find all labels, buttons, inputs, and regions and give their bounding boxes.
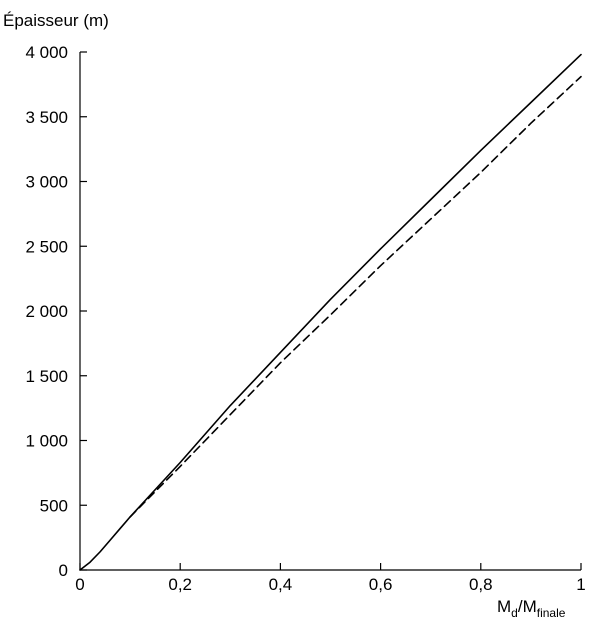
y-tick-label: 1 500 — [25, 367, 68, 386]
x-title-main: M — [497, 597, 511, 616]
solid-series-line — [79, 53, 582, 571]
x-title-sep: /M — [518, 597, 537, 616]
x-tick-label: 0,4 — [269, 575, 293, 594]
dashed-series-line — [129, 75, 582, 518]
x-tick-label: 0,8 — [469, 575, 493, 594]
y-tick-label: 2 500 — [25, 237, 68, 256]
x-tick-label: 0 — [75, 575, 84, 594]
x-title-sub2: finale — [537, 606, 566, 617]
y-tick-label: 3 000 — [25, 173, 68, 192]
x-axis: 0 0,2 0,4 0,6 0,8 1 — [75, 563, 586, 594]
y-tick-label: 500 — [40, 496, 68, 515]
x-title-sub1: d — [511, 606, 518, 617]
x-tick-label: 0,6 — [369, 575, 393, 594]
y-tick-label: 4 000 — [25, 43, 68, 62]
y-tick-label: 1 000 — [25, 432, 68, 451]
y-tick-label: 3 500 — [25, 108, 68, 127]
series-layer — [79, 53, 582, 571]
y-axis: 0 500 1 000 1 500 2 000 2 500 3 000 3 500 4 000 — [25, 43, 87, 580]
x-tick-label: 0,2 — [168, 575, 192, 594]
x-axis-title: Md/Mfinale — [497, 597, 566, 617]
y-tick-label: 0 — [59, 561, 68, 580]
y-axis-title: Épaisseur (m) — [3, 11, 109, 30]
x-tick-label: 1 — [576, 575, 585, 594]
y-tick-label: 2 000 — [25, 302, 68, 321]
